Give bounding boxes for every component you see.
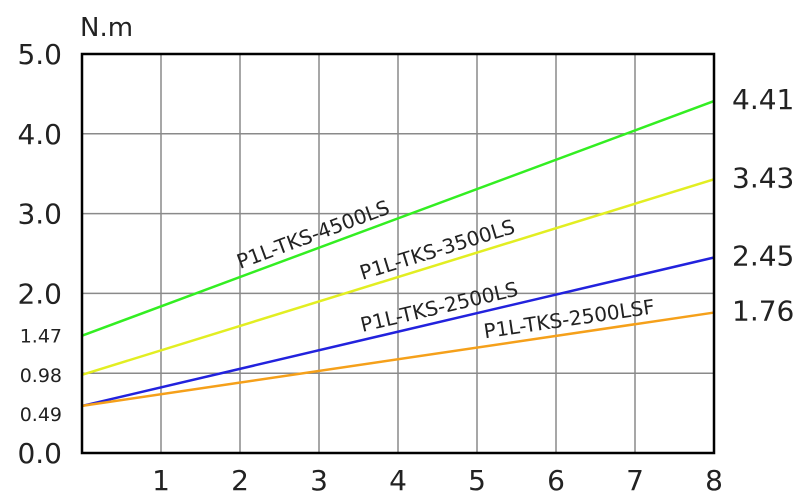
y-tick-label: 0.98 (20, 365, 62, 387)
y-tick-label: 0.0 (17, 437, 62, 470)
series-line (81, 99, 715, 337)
x-tick-label: 4 (389, 464, 407, 497)
series-line (81, 178, 715, 376)
y-tick-label: 3.0 (17, 198, 62, 231)
x-tick-label: 7 (626, 464, 644, 497)
x-tick-label: 3 (310, 464, 328, 497)
x-tick-label: 2 (231, 464, 249, 497)
end-value-label: 1.76 (732, 295, 794, 328)
series-line (81, 256, 715, 408)
end-value-labels: 4.41 3.43 2.45 1.76 (732, 83, 794, 327)
end-value-label: 4.41 (732, 83, 794, 116)
end-value-label: 2.45 (732, 239, 794, 272)
y-tick-labels: 0.0 2.0 3.0 4.0 5.0 0.49 0.98 1.47 (17, 38, 62, 470)
x-tick-label: 5 (468, 464, 486, 497)
y-tick-label: 2.0 (17, 277, 62, 310)
x-tick-label: 1 (152, 464, 170, 497)
y-axis-unit: N.m (80, 13, 133, 43)
x-tick-labels: 1 2 3 4 5 6 7 8 (152, 464, 723, 497)
end-value-label: 3.43 (732, 161, 794, 194)
x-tick-label: 8 (705, 464, 723, 497)
y-tick-label: 0.49 (20, 404, 62, 426)
y-tick-label: 1.47 (20, 326, 62, 348)
y-tick-label: 4.0 (17, 118, 62, 151)
y-tick-label: 5.0 (17, 38, 62, 71)
plot-frame (80, 52, 716, 455)
series-lines (81, 99, 715, 408)
x-tick-label: 6 (547, 464, 565, 497)
series-line (81, 311, 715, 408)
